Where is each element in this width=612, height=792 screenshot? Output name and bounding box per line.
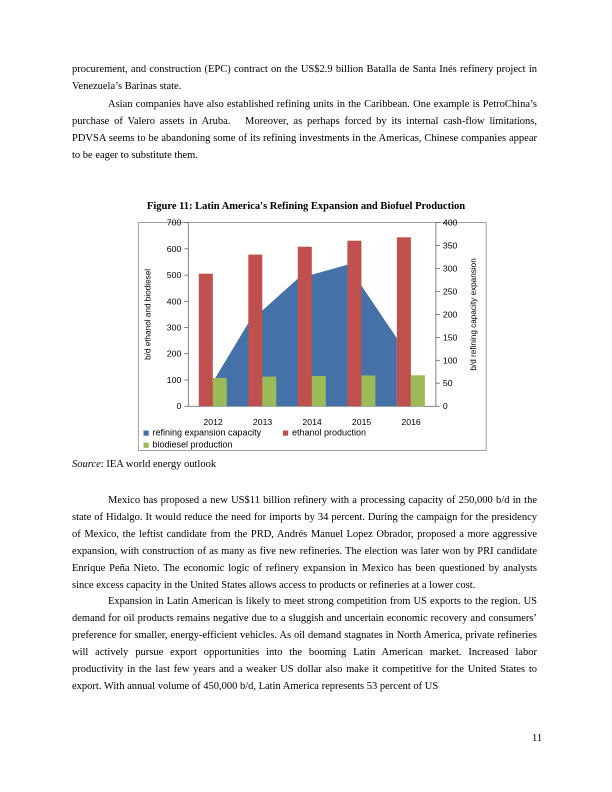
svg-text:100: 100 [443,355,458,365]
svg-text:300: 300 [167,323,182,333]
svg-text:biodiesel production: biodiesel production [153,440,233,450]
svg-text:350: 350 [443,241,458,251]
svg-text:150: 150 [443,332,458,342]
svg-text:50: 50 [443,378,453,388]
svg-text:100: 100 [167,375,182,385]
svg-text:0: 0 [443,401,448,411]
svg-text:b/d refining capacity expansio: b/d refining capacity expansion [469,258,478,371]
svg-text:2016: 2016 [401,417,420,427]
svg-text:400: 400 [167,296,182,306]
svg-text:250: 250 [443,286,458,296]
svg-text:b/d ethanol and biodiesel: b/d ethanol and biodiesel [143,269,152,360]
svg-text:refining expansion capacity: refining expansion capacity [153,428,262,438]
svg-text:2015: 2015 [352,417,371,427]
svg-text:2012: 2012 [203,417,222,427]
svg-text:2013: 2013 [253,417,272,427]
svg-text:400: 400 [443,218,458,228]
svg-text:700: 700 [167,218,182,228]
svg-text:ethanol production: ethanol production [292,428,366,438]
svg-text:Figure 11: Latin America's Ref: Figure 11: Latin America's Refining Expa… [147,201,465,212]
svg-text:200: 200 [443,309,458,319]
svg-text:300: 300 [443,264,458,274]
svg-text:200: 200 [167,349,182,359]
svg-text:600: 600 [167,244,182,254]
svg-text:500: 500 [167,270,182,280]
svg-text:2014: 2014 [302,417,321,427]
svg-text:0: 0 [176,401,181,411]
